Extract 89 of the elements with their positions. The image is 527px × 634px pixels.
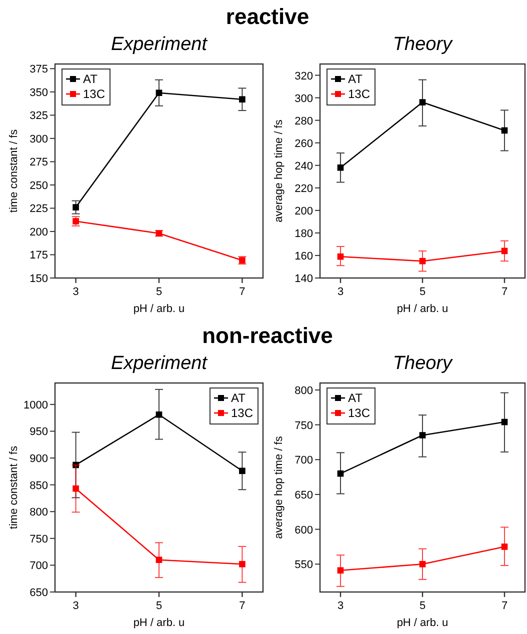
y-tick-label: 140 [294, 273, 313, 285]
legend-label: 13C [231, 406, 254, 420]
point [337, 470, 344, 477]
y-tick-label: 1000 [24, 399, 48, 412]
x-tick-label: 3 [337, 286, 344, 298]
point [72, 204, 79, 210]
x-tick-label: 7 [501, 286, 508, 298]
point [239, 560, 246, 568]
point [501, 544, 508, 550]
y-tick-label: 950 [30, 426, 48, 438]
y-tick-label: 160 [294, 250, 313, 262]
point [337, 567, 344, 574]
y-tick-label: 700 [30, 560, 48, 572]
y-tick-label: 375 [30, 64, 48, 76]
point [72, 485, 79, 492]
y-tick-label: 240 [294, 160, 313, 172]
y-tick-label: 320 [294, 70, 313, 82]
point [156, 411, 162, 418]
point [501, 418, 508, 426]
y-tick-label: 250 [30, 180, 48, 192]
x-axis-title: pH / arb. u [396, 617, 448, 629]
point [156, 90, 162, 96]
y-axis-title: time constant / fs [8, 128, 20, 213]
y-tick-label: 325 [30, 110, 48, 122]
y-tick-label: 260 [294, 138, 313, 150]
text: reactive [226, 4, 310, 29]
x-tick-label: 5 [156, 600, 162, 612]
point [239, 468, 246, 474]
y-axis-title: average hop time / fs [273, 436, 285, 539]
y-tick-label: 900 [30, 453, 48, 466]
point [337, 253, 344, 260]
legend-label: 13C [348, 406, 370, 420]
legend-label: 13C [83, 87, 106, 101]
point [419, 560, 426, 568]
y-tick-label: 750 [30, 533, 48, 546]
point [501, 127, 508, 134]
point [156, 556, 162, 564]
chart-title: Theory [392, 353, 454, 374]
y-axis-title: time constant / fs [8, 445, 20, 530]
y-tick-label: 275 [30, 156, 48, 169]
point [501, 248, 508, 254]
point [239, 96, 246, 103]
x-axis-title: pH / arb. u [133, 303, 185, 315]
chart-title: Experiment [110, 353, 208, 374]
x-tick-label: 3 [72, 286, 79, 298]
legend-label: AT [348, 72, 364, 86]
legend-label: 13C [348, 87, 370, 101]
point [419, 432, 426, 438]
y-tick-label: 800 [294, 384, 313, 397]
x-tick-label: 3 [337, 600, 344, 612]
chart-title: Experiment [110, 34, 208, 55]
y-tick-label: 300 [294, 92, 313, 105]
x-tick-label: 5 [419, 286, 426, 298]
y-tick-label: 200 [30, 226, 48, 238]
y-tick-label: 550 [294, 559, 313, 572]
y-tick-label: 350 [30, 86, 48, 99]
y-tick-label: 750 [294, 420, 313, 432]
x-axis-title: pH / arb. u [133, 617, 185, 629]
x-tick-label: 5 [156, 286, 162, 298]
point [419, 258, 426, 264]
y-tick-label: 650 [294, 489, 313, 502]
x-tick-label: 7 [239, 600, 246, 612]
y-tick-label: 650 [30, 587, 48, 599]
y-tick-label: 225 [30, 203, 48, 216]
y-tick-label: 600 [294, 524, 313, 536]
y-tick-label: 175 [30, 250, 48, 262]
y-tick-label: 850 [30, 480, 48, 492]
x-tick-label: 3 [72, 600, 79, 612]
y-tick-label: 150 [30, 273, 48, 285]
y-tick-label: 200 [294, 205, 313, 218]
y-tick-label: 800 [30, 506, 48, 519]
point [337, 164, 344, 171]
y-tick-label: 300 [30, 133, 48, 146]
chart-title: Theory [392, 34, 454, 55]
y-axis-title: average hop time / fs [273, 119, 285, 222]
y-tick-label: 220 [294, 182, 313, 195]
legend-label: AT [348, 391, 364, 405]
y-tick-label: 180 [294, 228, 313, 240]
y-tick-label: 700 [294, 454, 313, 467]
y-tick-label: 280 [294, 115, 313, 128]
x-tick-label: 7 [501, 600, 508, 612]
legend-label: AT [231, 391, 246, 405]
x-axis-title: pH / arb. u [396, 303, 448, 315]
point [72, 218, 79, 224]
x-tick-label: 5 [419, 600, 426, 612]
legend-label: AT [83, 72, 98, 86]
point [419, 99, 426, 106]
x-tick-label: 7 [239, 286, 246, 298]
text: non-reactive [202, 323, 333, 348]
